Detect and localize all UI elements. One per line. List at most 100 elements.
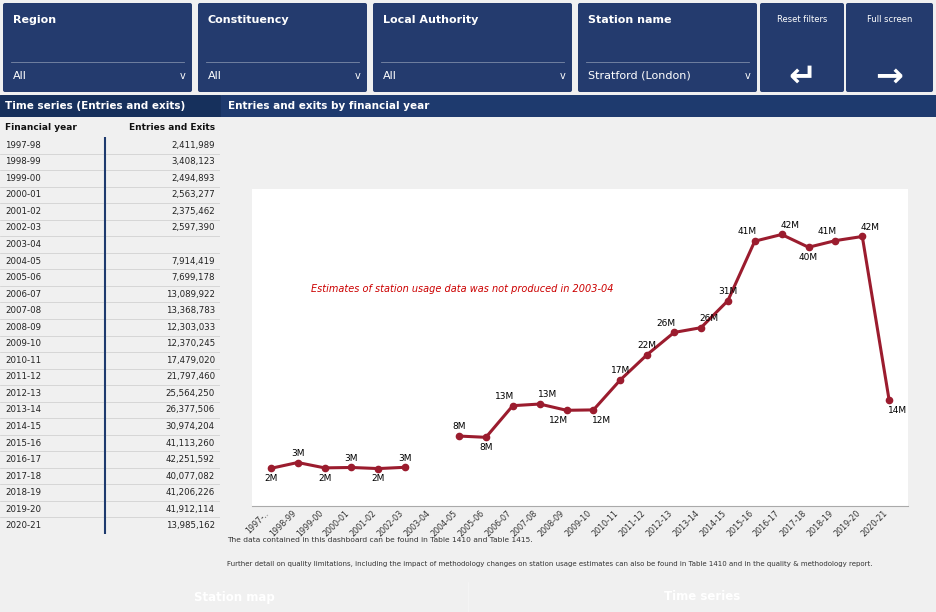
Text: v: v bbox=[745, 71, 751, 81]
Text: 12,370,245: 12,370,245 bbox=[166, 339, 215, 348]
Text: 2005-06: 2005-06 bbox=[5, 273, 41, 282]
Text: 2,375,462: 2,375,462 bbox=[171, 207, 215, 216]
Bar bbox=[0, 95, 220, 117]
Text: 3M: 3M bbox=[344, 453, 358, 463]
Text: 2,597,390: 2,597,390 bbox=[171, 223, 215, 233]
Text: 26M: 26M bbox=[656, 319, 676, 328]
Text: 2M: 2M bbox=[264, 474, 277, 483]
FancyBboxPatch shape bbox=[578, 3, 757, 92]
Text: 22M: 22M bbox=[637, 341, 657, 350]
Text: 40,077,082: 40,077,082 bbox=[166, 472, 215, 480]
FancyBboxPatch shape bbox=[846, 3, 933, 92]
Text: 2001-02: 2001-02 bbox=[5, 207, 41, 216]
Text: 2012-13: 2012-13 bbox=[5, 389, 41, 398]
Text: Time series (Entries and exits): Time series (Entries and exits) bbox=[5, 101, 185, 111]
FancyBboxPatch shape bbox=[760, 3, 844, 92]
Text: 13,089,922: 13,089,922 bbox=[166, 289, 215, 299]
Text: ↵: ↵ bbox=[788, 59, 816, 92]
Text: Region: Region bbox=[13, 15, 56, 25]
Text: Estimates of station usage data was not produced in 2003-04: Estimates of station usage data was not … bbox=[311, 284, 614, 294]
Text: 7,914,419: 7,914,419 bbox=[171, 256, 215, 266]
Text: 12M: 12M bbox=[592, 416, 611, 425]
Text: 2017-18: 2017-18 bbox=[5, 472, 41, 480]
Text: 21,797,460: 21,797,460 bbox=[166, 372, 215, 381]
Text: Entries and exits by financial year: Entries and exits by financial year bbox=[228, 101, 430, 111]
Text: v: v bbox=[560, 71, 565, 81]
Text: 2002-03: 2002-03 bbox=[5, 223, 41, 233]
Text: 2008-09: 2008-09 bbox=[5, 323, 41, 332]
FancyBboxPatch shape bbox=[198, 3, 367, 92]
Text: 2004-05: 2004-05 bbox=[5, 256, 41, 266]
Text: 7,699,178: 7,699,178 bbox=[171, 273, 215, 282]
Text: 42M: 42M bbox=[861, 223, 880, 232]
Text: 2018-19: 2018-19 bbox=[5, 488, 41, 497]
Text: 41M: 41M bbox=[738, 228, 756, 236]
Text: 2015-16: 2015-16 bbox=[5, 439, 41, 447]
Text: 2020-21: 2020-21 bbox=[5, 521, 41, 530]
Text: 14M: 14M bbox=[887, 406, 907, 415]
Text: 41,912,114: 41,912,114 bbox=[166, 505, 215, 513]
Text: Entries and Exits: Entries and Exits bbox=[129, 122, 215, 132]
Text: 3M: 3M bbox=[291, 449, 304, 458]
Text: 2019-20: 2019-20 bbox=[5, 505, 41, 513]
Text: 2,563,277: 2,563,277 bbox=[171, 190, 215, 200]
Text: 2014-15: 2014-15 bbox=[5, 422, 41, 431]
Text: 2010-11: 2010-11 bbox=[5, 356, 41, 365]
Text: 8M: 8M bbox=[479, 443, 492, 452]
Text: 1998-99: 1998-99 bbox=[5, 157, 40, 166]
Text: 12,303,033: 12,303,033 bbox=[166, 323, 215, 332]
Text: Constituency: Constituency bbox=[208, 15, 289, 25]
Text: Further detail on quality limitations, including the impact of methodology chang: Further detail on quality limitations, i… bbox=[227, 561, 872, 567]
Text: 17,479,020: 17,479,020 bbox=[166, 356, 215, 365]
Text: All: All bbox=[208, 71, 222, 81]
Text: 2,411,989: 2,411,989 bbox=[171, 141, 215, 150]
Text: 3,408,123: 3,408,123 bbox=[171, 157, 215, 166]
Text: 2011-12: 2011-12 bbox=[5, 372, 41, 381]
Text: 13M: 13M bbox=[538, 390, 557, 400]
Text: 2007-08: 2007-08 bbox=[5, 306, 41, 315]
Text: 3M: 3M bbox=[399, 453, 412, 463]
Text: Stratford (London): Stratford (London) bbox=[588, 71, 691, 81]
Text: 42,251,592: 42,251,592 bbox=[166, 455, 215, 464]
Text: Station map: Station map bbox=[194, 591, 274, 603]
Text: 2009-10: 2009-10 bbox=[5, 339, 41, 348]
Text: 25,564,250: 25,564,250 bbox=[166, 389, 215, 398]
Text: 1997-98: 1997-98 bbox=[5, 141, 41, 150]
Text: Time series: Time series bbox=[664, 591, 740, 603]
Text: 1999-00: 1999-00 bbox=[5, 174, 41, 183]
Text: 2,494,893: 2,494,893 bbox=[171, 174, 215, 183]
Text: 2M: 2M bbox=[372, 474, 385, 483]
Text: 13,985,162: 13,985,162 bbox=[166, 521, 215, 530]
Text: 12M: 12M bbox=[548, 416, 568, 425]
Text: →: → bbox=[875, 59, 903, 92]
Text: 17M: 17M bbox=[610, 366, 630, 375]
Text: The data contained in this dashboard can be found in Table 1410 and Table 1415.: The data contained in this dashboard can… bbox=[227, 537, 533, 543]
Text: Financial year: Financial year bbox=[5, 122, 77, 132]
Text: 13M: 13M bbox=[495, 392, 515, 401]
Bar bbox=[221, 95, 936, 117]
FancyBboxPatch shape bbox=[373, 3, 572, 92]
Text: Local Authority: Local Authority bbox=[383, 15, 478, 25]
Text: 2006-07: 2006-07 bbox=[5, 289, 41, 299]
Text: Full screen: Full screen bbox=[867, 15, 913, 24]
Text: 2M: 2M bbox=[318, 474, 331, 482]
Text: 26,377,506: 26,377,506 bbox=[166, 405, 215, 414]
Text: Station name: Station name bbox=[588, 15, 671, 25]
Text: All: All bbox=[383, 71, 397, 81]
Text: Reset filters: Reset filters bbox=[777, 15, 827, 24]
Text: 2003-04: 2003-04 bbox=[5, 240, 41, 249]
Text: 2016-17: 2016-17 bbox=[5, 455, 41, 464]
Text: 26M: 26M bbox=[699, 314, 719, 323]
Text: 41M: 41M bbox=[818, 227, 837, 236]
Text: 8M: 8M bbox=[452, 422, 466, 431]
Text: 41,206,226: 41,206,226 bbox=[166, 488, 215, 497]
Text: 2000-01: 2000-01 bbox=[5, 190, 41, 200]
Text: 41,113,260: 41,113,260 bbox=[166, 439, 215, 447]
Text: 42M: 42M bbox=[781, 221, 799, 230]
Text: All: All bbox=[13, 71, 27, 81]
Text: v: v bbox=[180, 71, 185, 81]
Text: 40M: 40M bbox=[799, 253, 818, 262]
FancyBboxPatch shape bbox=[3, 3, 192, 92]
Text: v: v bbox=[355, 71, 360, 81]
Text: 2013-14: 2013-14 bbox=[5, 405, 41, 414]
